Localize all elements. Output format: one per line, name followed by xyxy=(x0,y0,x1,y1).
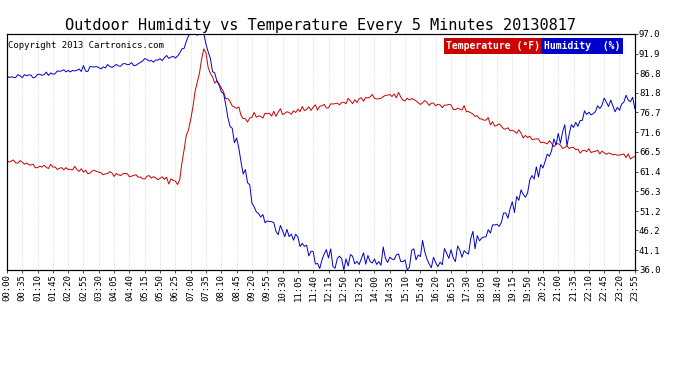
Text: Copyright 2013 Cartronics.com: Copyright 2013 Cartronics.com xyxy=(8,41,164,50)
Text: Temperature (°F): Temperature (°F) xyxy=(446,41,540,51)
Title: Outdoor Humidity vs Temperature Every 5 Minutes 20130817: Outdoor Humidity vs Temperature Every 5 … xyxy=(66,18,576,33)
Text: Humidity  (%): Humidity (%) xyxy=(544,41,620,51)
